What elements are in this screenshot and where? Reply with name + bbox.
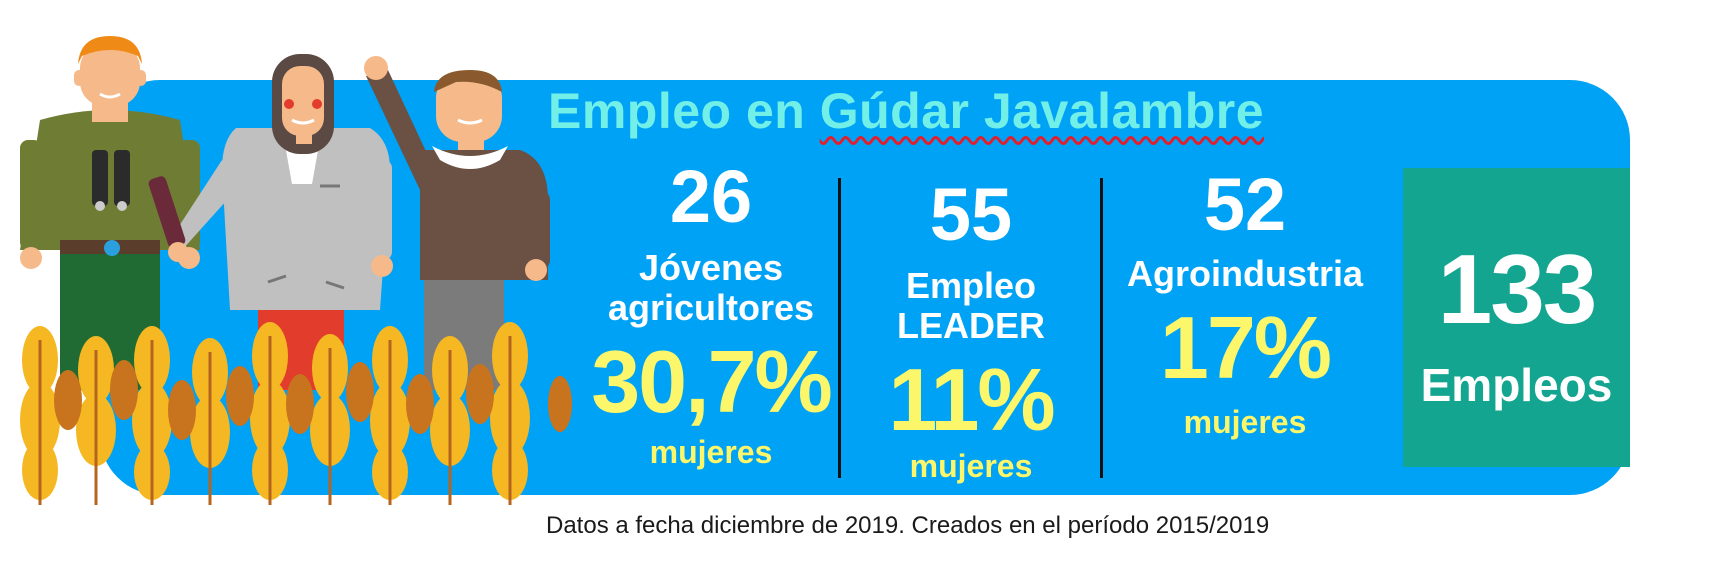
stat-percent: 11% (888, 350, 1055, 449)
footnote: Datos a fecha diciembre de 2019. Creados… (546, 512, 1270, 539)
stat-percent: 30,7% (591, 332, 833, 431)
farmer-with-wine-icon (148, 54, 393, 390)
stat-count: 26 (669, 155, 753, 238)
page-title: Empleo en Gúdar Javalambre (548, 82, 1264, 140)
stat-young-farmers: 26 Jóvenes agricultores 30,7% mujeres (586, 155, 836, 470)
stat-percent-label: mujeres (649, 434, 773, 470)
stat-count: 55 (929, 173, 1013, 256)
stat-count: 52 (1203, 163, 1287, 246)
wheat-field-icon (20, 322, 572, 505)
stat-label-line: Jóvenes (638, 247, 784, 288)
stat-percent-label: mujeres (1183, 404, 1307, 440)
farmer-with-binoculars-icon (20, 36, 200, 390)
farmers-illustration (20, 36, 572, 505)
stat-percent-label: mujeres (909, 448, 1033, 484)
farmer-waving-icon (364, 56, 550, 390)
column-divider (1100, 178, 1103, 478)
stat-label-line: Agroindustria (1126, 253, 1363, 294)
total-count: 133 (1437, 234, 1598, 344)
column-divider (838, 178, 841, 478)
title-prefix: Empleo en (548, 83, 820, 139)
title-place: Gúdar Javalambre (819, 83, 1265, 139)
total-employment-box: 133 Empleos (1403, 168, 1630, 467)
stat-percent: 17% (1159, 298, 1332, 397)
stat-label-line: LEADER (896, 305, 1045, 346)
stat-label-line: Empleo (905, 265, 1037, 306)
stat-leader-employment: 55 Empleo LEADER 11% mujeres (846, 173, 1096, 484)
stat-label-line: agricultores (607, 287, 815, 328)
stat-agroindustry: 52 Agroindustria 17% mujeres (1110, 163, 1380, 440)
total-label: Empleos (1420, 359, 1613, 411)
